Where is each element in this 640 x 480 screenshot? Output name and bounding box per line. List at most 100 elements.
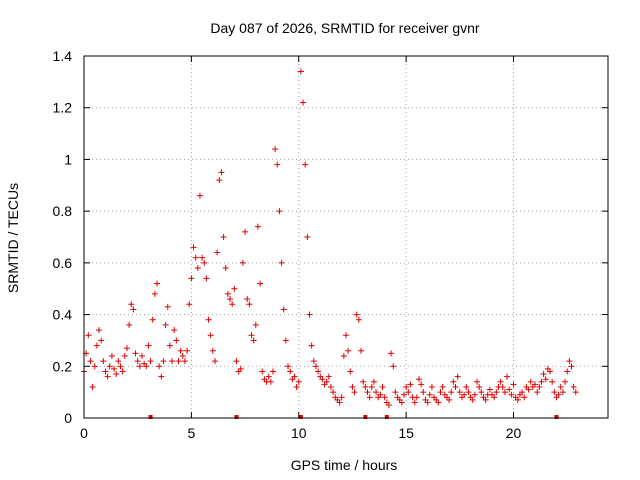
- data-point: [407, 381, 414, 388]
- data-point: [145, 342, 152, 349]
- data-point: [257, 280, 264, 287]
- data-point: [564, 368, 571, 375]
- data-point: [315, 368, 322, 375]
- data-point: [400, 391, 407, 398]
- data-point: [385, 402, 392, 409]
- data-point: [411, 399, 418, 406]
- x-tick-label: 10: [291, 425, 307, 441]
- data-point: [239, 259, 246, 266]
- data-point: [115, 358, 122, 365]
- data-point: [471, 391, 478, 398]
- data-point: [538, 378, 545, 385]
- data-point: [452, 383, 459, 390]
- data-point: [302, 161, 309, 168]
- data-point: [413, 394, 420, 401]
- data-point: [388, 350, 395, 357]
- gap-marker: [363, 415, 368, 419]
- data-point: [248, 332, 255, 339]
- y-tick-labels: 0 0.2 0.4 0.6 0.8 1 1.2 1.4: [53, 48, 73, 426]
- data-point: [478, 389, 485, 396]
- data-point: [181, 358, 188, 365]
- gap-marker: [148, 415, 153, 419]
- data-point: [93, 342, 100, 349]
- gap-markers: [148, 415, 559, 419]
- data-point: [351, 389, 358, 396]
- data-point: [269, 368, 276, 375]
- data-point: [276, 208, 283, 215]
- data-point: [562, 378, 569, 385]
- data-point: [508, 391, 515, 398]
- data-point: [203, 275, 210, 282]
- data-point: [272, 146, 279, 153]
- data-point: [201, 259, 208, 266]
- data-point: [398, 399, 405, 406]
- x-tick-label: 0: [80, 425, 88, 441]
- data-point: [100, 358, 107, 365]
- data-point: [364, 389, 371, 396]
- data-point: [282, 337, 289, 344]
- data-point: [534, 389, 541, 396]
- data-point: [390, 363, 397, 370]
- data-point: [531, 381, 538, 388]
- data-point: [130, 306, 137, 313]
- data-point: [194, 265, 201, 272]
- data-point: [510, 381, 517, 388]
- data-point: [319, 376, 326, 383]
- data-point: [297, 68, 304, 75]
- data-point: [474, 378, 480, 385]
- data-point: [169, 358, 176, 365]
- data-point: [572, 389, 579, 396]
- data-point: [104, 373, 111, 380]
- data-point: [126, 321, 133, 328]
- data-point: [123, 345, 130, 352]
- axis-ticks: [83, 55, 608, 419]
- data-point: [147, 358, 154, 365]
- y-axis-label: SRMTID / TECUs: [5, 183, 21, 293]
- data-point: [173, 337, 180, 344]
- data-point: [362, 383, 369, 390]
- data-point: [491, 394, 498, 401]
- data-point: [519, 389, 526, 396]
- data-point: [285, 363, 292, 370]
- data-point: [330, 389, 337, 396]
- data-point: [469, 396, 476, 403]
- chart-title: Day 087 of 2026, SRMTID for receiver gvn…: [210, 20, 480, 36]
- data-point: [280, 306, 287, 313]
- data-point: [325, 373, 332, 380]
- data-point: [446, 396, 453, 403]
- data-point: [338, 394, 345, 401]
- data-point: [278, 259, 285, 266]
- data-point: [212, 358, 218, 365]
- data-point: [85, 332, 92, 339]
- data-point: [527, 378, 534, 385]
- data-point: [379, 383, 386, 390]
- data-point: [448, 389, 455, 396]
- gap-marker: [234, 415, 239, 419]
- data-point: [456, 389, 463, 396]
- gap-marker: [298, 415, 303, 419]
- data-point: [310, 358, 317, 365]
- data-point: [551, 389, 558, 396]
- data-point: [106, 363, 113, 370]
- data-point: [87, 358, 94, 365]
- data-point: [549, 378, 556, 385]
- data-point: [336, 399, 343, 406]
- data-point: [237, 365, 244, 372]
- data-point: [227, 296, 234, 303]
- data-point: [540, 371, 547, 378]
- data-point: [151, 290, 158, 297]
- data-point: [98, 337, 105, 344]
- data-point: [306, 311, 313, 318]
- data-point: [246, 301, 253, 308]
- y-tick-label: 0.6: [53, 255, 73, 271]
- data-point: [345, 347, 352, 354]
- data-point: [291, 373, 298, 380]
- data-point: [465, 389, 472, 396]
- data-point: [373, 389, 380, 396]
- data-point: [559, 389, 566, 396]
- data-point: [521, 394, 528, 401]
- data-point: [403, 383, 410, 390]
- data-point: [192, 254, 199, 261]
- data-point: [119, 368, 126, 375]
- data-point: [405, 389, 412, 396]
